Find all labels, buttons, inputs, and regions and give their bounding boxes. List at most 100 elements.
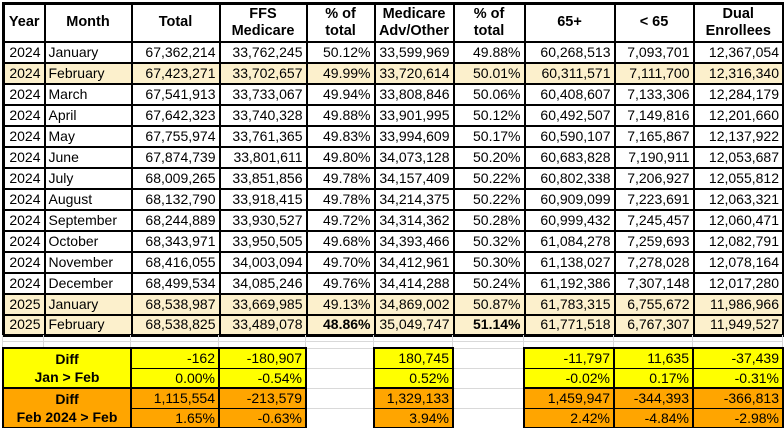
summary-cell-adv[interactable]: 3.94% — [373, 407, 454, 428]
cell-65-plus[interactable]: 60,802,338 — [523, 166, 616, 190]
cell-ffs-medicare[interactable]: 33,918,415 — [218, 187, 308, 211]
summary-cell-65-plus[interactable]: -0.02% — [523, 367, 615, 389]
cell-adv-pct[interactable]: 49.88% — [452, 40, 526, 64]
cell-ffs-pct[interactable]: 49.78% — [305, 187, 376, 211]
cell-total[interactable]: 67,541,913 — [130, 82, 221, 106]
cell-ffs-pct[interactable]: 49.13% — [305, 292, 376, 316]
cell-month[interactable]: February — [43, 313, 133, 337]
header-dual-enrollees[interactable]: Dual Enrollees — [692, 2, 784, 43]
summary-cell-under-65[interactable]: -4.84% — [613, 407, 694, 428]
header-under-65[interactable]: < 65 — [613, 2, 695, 43]
cell-medicare-adv-other[interactable]: 33,994,609 — [373, 124, 455, 148]
cell-65-plus[interactable]: 60,999,432 — [523, 208, 616, 232]
cell-medicare-adv-other[interactable]: 35,049,747 — [373, 313, 455, 337]
cell-month[interactable]: January — [43, 40, 133, 64]
summary-cell-ffs[interactable]: -0.63% — [218, 407, 307, 428]
summary-cell-total[interactable]: 1.65% — [130, 407, 220, 428]
cell-medicare-adv-other[interactable]: 34,412,961 — [373, 250, 455, 274]
cell-medicare-adv-other[interactable]: 34,073,128 — [373, 145, 455, 169]
cell-ffs-medicare[interactable]: 33,740,328 — [218, 103, 308, 127]
cell-65-plus[interactable]: 61,783,315 — [523, 292, 616, 316]
cell-month[interactable]: September — [43, 208, 133, 232]
cell-total[interactable]: 67,362,214 — [130, 40, 221, 64]
cell-dual-enrollees[interactable]: 12,316,340 — [692, 61, 784, 85]
cell-under-65[interactable]: 7,223,691 — [613, 187, 695, 211]
cell-ffs-pct[interactable]: 50.12% — [305, 40, 376, 64]
cell-65-plus[interactable]: 60,408,607 — [523, 82, 616, 106]
cell-adv-pct[interactable]: 50.28% — [452, 208, 526, 232]
cell-under-65[interactable]: 7,111,700 — [613, 61, 695, 85]
cell-dual-enrollees[interactable]: 12,201,660 — [692, 103, 784, 127]
cell-adv-pct[interactable]: 50.30% — [452, 250, 526, 274]
cell-under-65[interactable]: 7,165,867 — [613, 124, 695, 148]
cell-dual-enrollees[interactable]: 12,082,791 — [692, 229, 784, 253]
cell-medicare-adv-other[interactable]: 34,414,288 — [373, 271, 455, 295]
header-year[interactable]: Year — [2, 2, 46, 43]
header-65-plus[interactable]: 65+ — [523, 2, 616, 43]
cell-month[interactable]: August — [43, 187, 133, 211]
cell-ffs-pct[interactable]: 49.88% — [305, 103, 376, 127]
cell-medicare-adv-other[interactable]: 34,214,375 — [373, 187, 455, 211]
cell-ffs-medicare[interactable]: 33,851,856 — [218, 166, 308, 190]
header-month[interactable]: Month — [43, 2, 133, 43]
summary-cell-adv[interactable]: 1,329,133 — [373, 387, 454, 409]
summary-cell-adv[interactable]: 180,745 — [373, 347, 454, 369]
summary-label-feb2024-feb[interactable]: Diff Feb 2024 > Feb — [2, 387, 132, 428]
cell-year[interactable]: 2024 — [2, 229, 46, 253]
cell-medicare-adv-other[interactable]: 33,808,846 — [373, 82, 455, 106]
cell-65-plus[interactable]: 60,590,107 — [523, 124, 616, 148]
summary-cell-dual[interactable]: -2.98% — [692, 407, 784, 428]
summary-cell-under-65[interactable]: 11,635 — [613, 347, 694, 369]
cell-month[interactable]: February — [43, 61, 133, 85]
cell-medicare-adv-other[interactable]: 33,720,614 — [373, 61, 455, 85]
cell-ffs-pct[interactable]: 49.70% — [305, 250, 376, 274]
cell-ffs-medicare[interactable]: 34,085,246 — [218, 271, 308, 295]
cell-month[interactable]: July — [43, 166, 133, 190]
cell-dual-enrollees[interactable]: 12,060,471 — [692, 208, 784, 232]
cell-year[interactable]: 2024 — [2, 250, 46, 274]
cell-month[interactable]: March — [43, 82, 133, 106]
cell-total[interactable]: 67,642,323 — [130, 103, 221, 127]
cell-year[interactable]: 2024 — [2, 208, 46, 232]
cell-year[interactable]: 2024 — [2, 187, 46, 211]
summary-cell-adv[interactable]: 0.52% — [373, 367, 454, 389]
cell-adv-pct[interactable]: 50.17% — [452, 124, 526, 148]
summary-cell-total[interactable]: 0.00% — [130, 367, 220, 389]
summary-cell-dual[interactable]: -366,813 — [692, 387, 784, 409]
cell-65-plus[interactable]: 61,192,386 — [523, 271, 616, 295]
cell-month[interactable]: May — [43, 124, 133, 148]
cell-ffs-medicare[interactable]: 33,801,611 — [218, 145, 308, 169]
summary-cell-dual[interactable]: -37,439 — [692, 347, 784, 369]
cell-ffs-pct[interactable]: 49.72% — [305, 208, 376, 232]
cell-ffs-medicare[interactable]: 33,930,527 — [218, 208, 308, 232]
cell-ffs-pct[interactable]: 49.78% — [305, 166, 376, 190]
cell-month[interactable]: October — [43, 229, 133, 253]
cell-ffs-medicare[interactable]: 33,950,505 — [218, 229, 308, 253]
cell-year[interactable]: 2024 — [2, 40, 46, 64]
cell-dual-enrollees[interactable]: 11,949,527 — [692, 313, 784, 337]
cell-65-plus[interactable]: 60,492,507 — [523, 103, 616, 127]
cell-under-65[interactable]: 6,767,307 — [613, 313, 695, 337]
cell-adv-pct[interactable]: 50.06% — [452, 82, 526, 106]
cell-65-plus[interactable]: 60,683,828 — [523, 145, 616, 169]
cell-month[interactable]: December — [43, 271, 133, 295]
cell-under-65[interactable]: 7,093,701 — [613, 40, 695, 64]
cell-dual-enrollees[interactable]: 12,063,321 — [692, 187, 784, 211]
cell-month[interactable]: January — [43, 292, 133, 316]
cell-under-65[interactable]: 7,278,028 — [613, 250, 695, 274]
cell-under-65[interactable]: 7,259,693 — [613, 229, 695, 253]
summary-cell-ffs[interactable]: -213,579 — [218, 387, 307, 409]
cell-total[interactable]: 68,009,265 — [130, 166, 221, 190]
cell-ffs-medicare[interactable]: 33,733,067 — [218, 82, 308, 106]
cell-month[interactable]: November — [43, 250, 133, 274]
cell-dual-enrollees[interactable]: 12,055,812 — [692, 166, 784, 190]
cell-65-plus[interactable]: 61,771,518 — [523, 313, 616, 337]
cell-ffs-pct[interactable]: 49.94% — [305, 82, 376, 106]
cell-total[interactable]: 67,755,974 — [130, 124, 221, 148]
cell-under-65[interactable]: 7,133,306 — [613, 82, 695, 106]
cell-dual-enrollees[interactable]: 12,284,179 — [692, 82, 784, 106]
summary-cell-total[interactable]: -162 — [130, 347, 220, 369]
cell-medicare-adv-other[interactable]: 34,157,409 — [373, 166, 455, 190]
cell-year[interactable]: 2025 — [2, 313, 46, 337]
cell-medicare-adv-other[interactable]: 34,393,466 — [373, 229, 455, 253]
